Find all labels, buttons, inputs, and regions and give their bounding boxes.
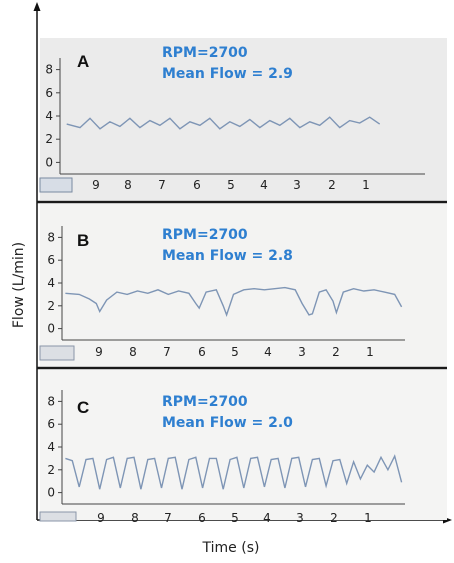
x-tick-label: 2	[332, 345, 340, 359]
x-tick-label: 1	[362, 178, 370, 192]
x-tick-label: 9	[97, 511, 105, 525]
y-axis-arrow	[33, 2, 41, 11]
panel-c-x-ticks: 9 8 7 6 5 4 3 2 1	[97, 511, 372, 525]
y-tick-label: 6	[47, 253, 55, 267]
panel-c-rpm-label: RPM=2700	[162, 394, 248, 410]
panel-c-background	[40, 370, 447, 520]
x-tick-label: 8	[131, 511, 139, 525]
x-tick-label: 3	[293, 178, 301, 192]
panel-b-flow-trace	[65, 286, 403, 317]
y-tick-label: 4	[47, 440, 55, 454]
x-tick-label: 6	[198, 345, 206, 359]
panel-a: A RPM=2700 Mean Flow = 2.9 8 6 4 2 0 9 8 7 6 5 4 3…	[39, 38, 447, 200]
panel-b-mean-flow-label: Mean Flow = 2.8	[162, 248, 293, 264]
x-tick-label: 8	[124, 178, 132, 192]
panel-a-x-ticks: 9 8 7 6 5 4 3 2 1	[92, 178, 370, 192]
y-tick-label: 0	[47, 322, 55, 336]
panel-a-flow-trace	[66, 116, 381, 130]
x-tick-label: 2	[328, 178, 336, 192]
x-tick-label: 9	[95, 345, 103, 359]
panel-a-corner-tab	[39, 177, 73, 193]
x-tick-label: 1	[366, 345, 374, 359]
y-tick-label: 8	[47, 394, 55, 408]
x-tick-label: 5	[231, 511, 239, 525]
x-tick-label: 4	[263, 511, 271, 525]
y-tick-label: 8	[45, 63, 53, 77]
x-tick-label: 7	[158, 178, 166, 192]
x-tick-label: 4	[260, 178, 268, 192]
y-tick-label: 4	[47, 276, 55, 290]
panel-b-corner-tab	[39, 345, 75, 361]
y-tick-label: 2	[47, 463, 55, 477]
x-tick-label: 6	[198, 511, 206, 525]
panel-a-background	[40, 38, 447, 200]
x-tick-label: 5	[227, 178, 235, 192]
panel-b-background	[40, 204, 447, 366]
y-tick-label: 2	[47, 299, 55, 313]
panel-c-mean-flow-label: Mean Flow = 2.0	[162, 415, 293, 431]
x-tick-label: 6	[193, 178, 201, 192]
panel-b: B RPM=2700 Mean Flow = 2.8 8 6 4 2 0 9 8 7 6 5 4 3…	[39, 204, 447, 366]
panel-b-y-ticks: 8 6 4 2 0	[47, 230, 62, 336]
panel-b-rpm-label: RPM=2700	[162, 227, 248, 243]
x-axis-title: Time (s)	[202, 540, 260, 556]
x-tick-label: 1	[364, 511, 372, 525]
x-tick-label: 2	[330, 511, 338, 525]
y-tick-label: 0	[45, 155, 53, 169]
panel-b-x-ticks: 9 8 7 6 5 4 3 2 1	[95, 345, 374, 359]
x-tick-label: 8	[129, 345, 137, 359]
y-tick-label: 8	[47, 230, 55, 244]
y-axis-title: Flow (L/min)	[11, 242, 27, 328]
x-tick-label: 3	[296, 511, 304, 525]
y-tick-label: 0	[47, 486, 55, 500]
x-tick-label: 3	[298, 345, 306, 359]
panel-c-corner-tab	[39, 511, 77, 522]
x-tick-label: 7	[163, 345, 171, 359]
panel-c-flow-trace	[65, 454, 403, 490]
panel-a-mean-flow-label: Mean Flow = 2.9	[162, 66, 293, 82]
y-tick-label: 6	[47, 417, 55, 431]
x-tick-label: 4	[264, 345, 272, 359]
y-tick-label: 2	[45, 132, 53, 146]
y-tick-label: 4	[45, 109, 53, 123]
panel-a-rpm-label: RPM=2700	[162, 45, 248, 61]
panel-a-letter: A	[77, 52, 89, 71]
panel-c: C RPM=2700 Mean Flow = 2.0 8 6 4 2 0 9 8 7 6 5 4 3…	[39, 370, 447, 525]
panel-c-y-ticks: 8 6 4 2 0	[47, 394, 62, 500]
panel-b-letter: B	[77, 231, 89, 250]
x-tick-label: 7	[164, 511, 172, 525]
panel-c-letter: C	[77, 398, 89, 417]
y-tick-label: 6	[45, 86, 53, 100]
x-tick-label: 5	[231, 345, 239, 359]
x-tick-label: 9	[92, 178, 100, 192]
panel-a-y-ticks: 8 6 4 2 0	[45, 63, 60, 169]
